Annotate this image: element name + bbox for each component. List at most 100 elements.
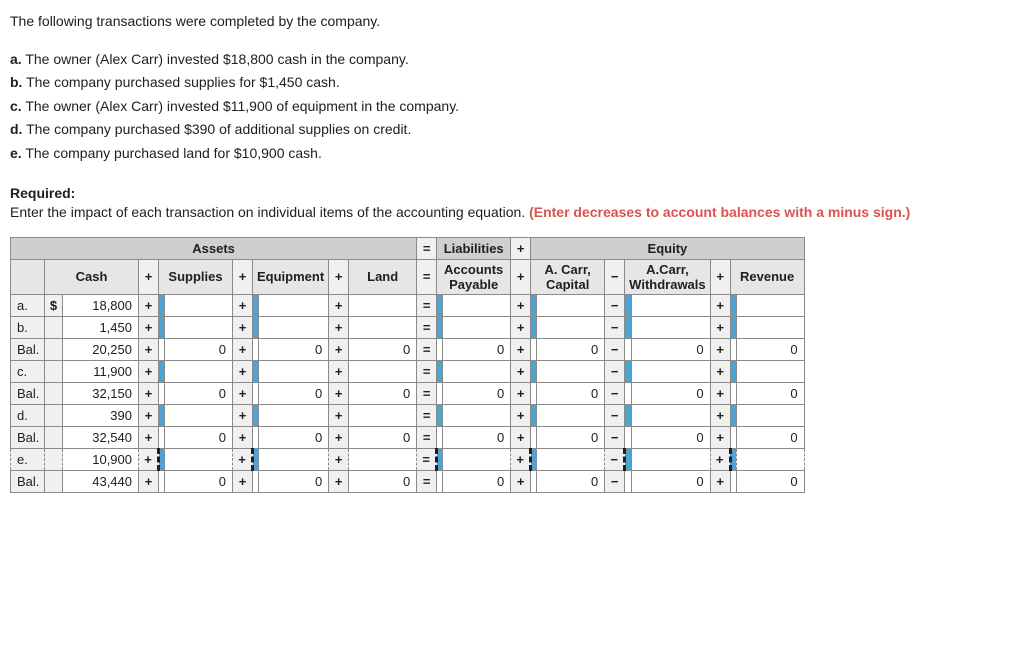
revenue-cell[interactable]: 0 [736,426,804,448]
withdrawals-cell[interactable] [632,448,711,470]
plus-op: + [329,316,349,338]
accounts-payable-cell[interactable]: 0 [443,382,511,404]
revenue-cell[interactable] [736,316,804,338]
accounts-payable-cell[interactable] [443,448,511,470]
equipment-cell[interactable] [259,448,329,470]
capital-cell[interactable]: 0 [537,338,605,360]
capital-cell[interactable] [537,448,605,470]
cash-cell[interactable]: 32,150 [63,382,139,404]
accounts-payable-cell[interactable]: 0 [443,426,511,448]
revenue-cell[interactable]: 0 [736,382,804,404]
cash-cell[interactable]: 18,800 [63,294,139,316]
equipment-cell[interactable]: 0 [259,426,329,448]
accounts-payable-cell[interactable] [443,404,511,426]
supplies-cell[interactable]: 0 [165,426,233,448]
equipment-cell[interactable] [259,294,329,316]
plus-op: + [139,426,159,448]
supplies-cell[interactable]: 0 [165,338,233,360]
cash-cell[interactable]: 32,540 [63,426,139,448]
dollar-sign [45,448,63,470]
capital-cell[interactable] [537,294,605,316]
row-label: Bal. [11,382,45,404]
land-cell[interactable] [349,294,417,316]
dollar-sign [45,470,63,492]
plus-op: + [233,404,253,426]
withdrawals-cell[interactable]: 0 [632,426,711,448]
revenue-cell[interactable] [736,294,804,316]
transaction-list: a. The owner (Alex Carr) invested $18,80… [10,50,1014,164]
plus-op: + [710,470,730,492]
supplies-cell[interactable]: 0 [165,382,233,404]
intro-text: The following transactions were complete… [10,12,1014,32]
plus-op: + [710,316,730,338]
dollar-sign [45,316,63,338]
plus-op: + [511,294,531,316]
revenue-cell[interactable] [736,448,804,470]
plus-op: + [329,360,349,382]
land-cell[interactable] [349,316,417,338]
supplies-cell[interactable]: 0 [165,470,233,492]
land-cell[interactable] [349,448,417,470]
cash-cell[interactable]: 390 [63,404,139,426]
capital-cell[interactable] [537,404,605,426]
withdrawals-cell[interactable]: 0 [632,382,711,404]
withdrawals-cell[interactable] [632,316,711,338]
row-label: a. [11,294,45,316]
capital-cell[interactable] [537,316,605,338]
cash-cell[interactable]: 43,440 [63,470,139,492]
supplies-cell[interactable] [165,316,233,338]
plus-op: + [329,426,349,448]
accounts-payable-cell[interactable] [443,294,511,316]
table-row: Bal.43,440+0+0+0=0+0−0+0 [11,470,805,492]
land-cell[interactable]: 0 [349,338,417,360]
accounts-payable-cell[interactable]: 0 [443,470,511,492]
accounts-payable-cell[interactable] [443,316,511,338]
land-cell[interactable]: 0 [349,382,417,404]
plus-op: + [233,426,253,448]
withdrawals-cell[interactable] [632,404,711,426]
land-cell[interactable]: 0 [349,426,417,448]
plus-op: + [139,382,159,404]
equipment-cell[interactable] [259,316,329,338]
revenue-cell[interactable] [736,360,804,382]
rowlabel-header [11,259,45,294]
accounts-payable-cell[interactable] [443,360,511,382]
plus-op: + [233,316,253,338]
supplies-cell[interactable] [165,404,233,426]
withdrawals-cell[interactable] [632,294,711,316]
capital-cell[interactable]: 0 [537,382,605,404]
accounts-payable-cell[interactable]: 0 [443,338,511,360]
revenue-cell[interactable]: 0 [736,470,804,492]
revenue-cell[interactable]: 0 [736,338,804,360]
withdrawals-cell[interactable] [632,360,711,382]
supplies-cell[interactable] [165,448,233,470]
plus-op: + [511,338,531,360]
row-label: d. [11,404,45,426]
capital-cell[interactable]: 0 [537,470,605,492]
cash-cell[interactable]: 10,900 [63,448,139,470]
land-cell[interactable] [349,360,417,382]
cash-cell[interactable]: 20,250 [63,338,139,360]
equipment-cell[interactable]: 0 [259,382,329,404]
supplies-cell[interactable] [165,294,233,316]
equipment-cell[interactable] [259,404,329,426]
cash-cell[interactable]: 11,900 [63,360,139,382]
supplies-cell[interactable] [165,360,233,382]
equals-op: = [417,259,437,294]
capital-cell[interactable] [537,360,605,382]
equipment-cell[interactable]: 0 [259,470,329,492]
land-cell[interactable]: 0 [349,470,417,492]
plus-op: + [233,448,253,470]
input-indicator [625,382,632,404]
land-cell[interactable] [349,404,417,426]
withdrawals-cell[interactable]: 0 [632,338,711,360]
cash-cell[interactable]: 1,450 [63,316,139,338]
equipment-cell[interactable]: 0 [259,338,329,360]
plus-op: + [139,360,159,382]
withdrawals-cell[interactable]: 0 [632,470,711,492]
plus-op: + [511,360,531,382]
input-indicator [625,338,632,360]
equipment-cell[interactable] [259,360,329,382]
capital-cell[interactable]: 0 [537,426,605,448]
revenue-cell[interactable] [736,404,804,426]
